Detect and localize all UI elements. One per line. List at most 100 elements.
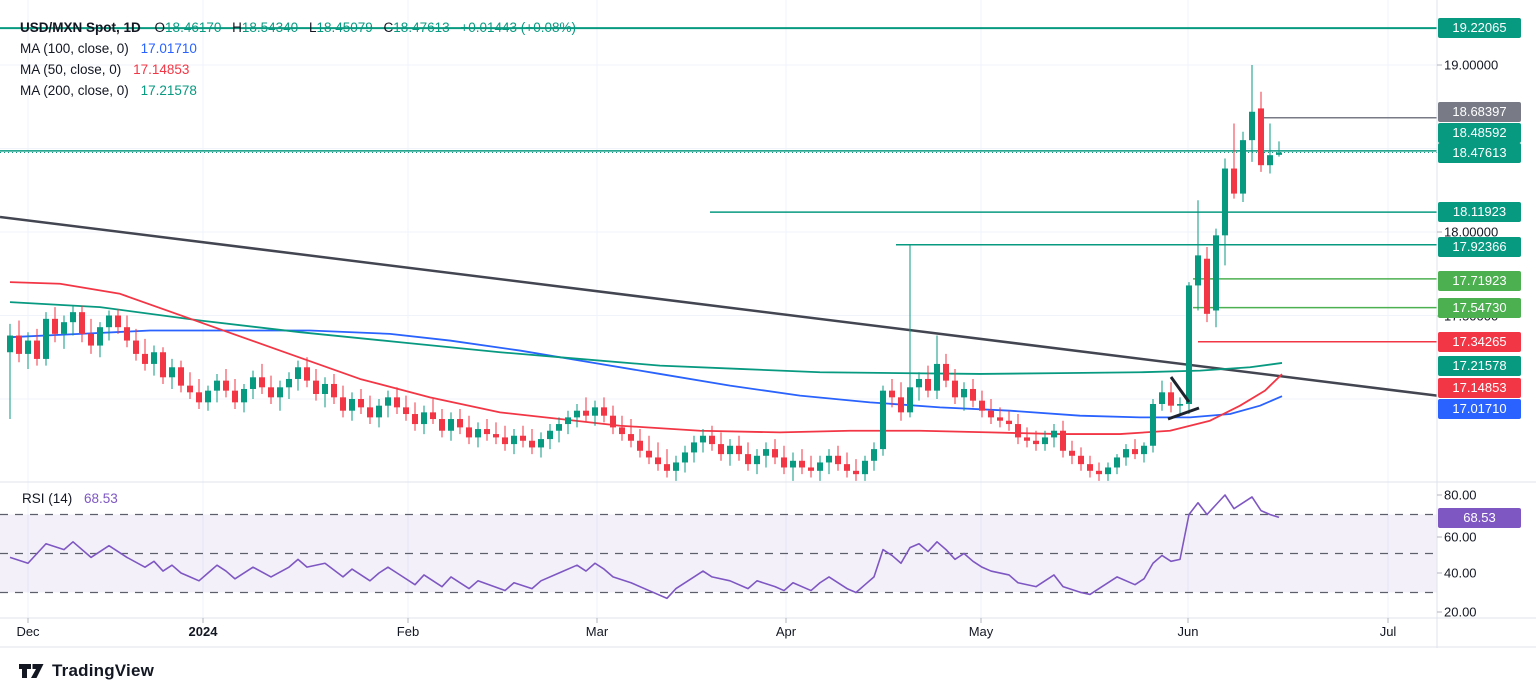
candle-body [502,437,508,445]
candle-body [745,454,751,465]
candle-body [718,444,724,455]
candle-body [205,390,211,403]
price-axis-badge: 17.92366 [1438,237,1521,257]
candle-body [1159,392,1165,405]
candle-body [79,312,85,334]
price-axis-badge: 18.48592 [1438,123,1521,143]
candle-body [943,363,949,381]
candle-body [565,417,571,425]
candle-body [1096,470,1102,475]
candle-body [1015,424,1021,438]
candle-body [835,455,841,465]
tradingview-logo-icon[interactable] [18,661,45,681]
time-axis-label: Apr [775,624,797,639]
ma50-label[interactable]: MA (50, close, 0) [20,62,122,77]
rsi-axis-label: 40.00 [1444,565,1477,581]
candle-body [1087,464,1093,471]
candle-body [619,427,625,435]
price-axis-badge: 18.47613 [1438,143,1521,163]
candle-body [223,380,229,391]
candle-body [277,387,283,398]
candle-body [115,315,121,328]
candle-body [475,429,481,438]
ma100-label[interactable]: MA (100, close, 0) [20,41,129,56]
candle-body [925,378,931,391]
ma50-line [9,281,1283,435]
ma50-value: 17.14853 [133,62,190,77]
candle-body [979,400,985,411]
candle-body [259,377,265,388]
candle-body [673,462,679,471]
candle-body [664,464,670,471]
candle-body [871,449,877,461]
candle-body [682,452,688,463]
candle-body [457,419,463,428]
candle-body [1240,140,1246,194]
symbol-title[interactable]: USD/MXN Spot, 1D [20,20,141,35]
ohlc-close: C18.47613 [383,20,450,35]
candle-body [466,427,472,438]
candle-body [376,405,382,418]
candle-body [367,407,373,418]
candle-body [898,397,904,413]
candle-body [592,407,598,416]
candle-body [340,397,346,411]
candle-body [997,417,1003,421]
drawn-arrow [1167,406,1200,421]
candle-body [520,435,526,441]
candle-body [1114,457,1120,468]
candle-body [1186,285,1192,405]
candle-body [493,434,499,438]
candle-body [1078,455,1084,465]
candle-body [160,352,166,378]
candle-body [295,367,301,379]
rsi-label[interactable]: RSI (14) [22,491,73,506]
candle-body [88,333,94,346]
footer: TradingView [18,656,154,686]
candle-body [133,340,139,354]
tradingview-brand-text[interactable]: TradingView [52,661,155,680]
candle-body [952,380,958,398]
candle-body [763,449,769,456]
candle-body [826,455,832,463]
candle-body [70,312,76,323]
trendline [0,215,1438,397]
time-axis-label: Mar [585,624,609,639]
candle-body [1177,404,1183,406]
candle-body [1033,440,1039,445]
candle-body [403,407,409,415]
candle-body [889,390,895,398]
candle-body [1132,449,1138,455]
chart-canvas[interactable] [0,0,1536,648]
candle-body [232,390,238,403]
price-axis-badge: 68.53 [1438,508,1521,528]
candle-body [817,462,823,471]
rsi-band [0,514,1437,593]
time-axis-label: Dec [16,624,40,639]
rsi-legend: RSI (14) 68.53 [22,491,118,506]
price-axis-badge: 17.14853 [1438,378,1521,398]
candle-body [772,449,778,458]
candle-body [1105,467,1111,475]
price-axis-label: 18.00000 [1444,224,1499,240]
candle-body [790,460,796,468]
time-axis-label: Feb [396,624,420,639]
price-axis-badge: 17.54730 [1438,298,1521,318]
candle-body [556,424,562,431]
price-axis-badge: 18.11923 [1438,202,1521,222]
candle-body [961,388,967,398]
candle-body [421,412,427,425]
rsi-value: 68.53 [84,491,118,506]
candle-body [691,442,697,453]
candle-body [727,445,733,455]
candle-body [583,410,589,416]
time-axis-label: Jun [1177,624,1199,639]
candle-body [250,377,256,389]
candle-body [709,435,715,445]
symbol-legend-row: USD/MXN Spot, 1D O18.46170 H18.54340 L18… [20,17,576,38]
ma200-label[interactable]: MA (200, close, 0) [20,83,129,98]
candle-body [1006,420,1012,425]
candle-body [907,387,913,413]
price-axis-badge: 17.01710 [1438,399,1521,419]
candle-body [601,407,607,416]
